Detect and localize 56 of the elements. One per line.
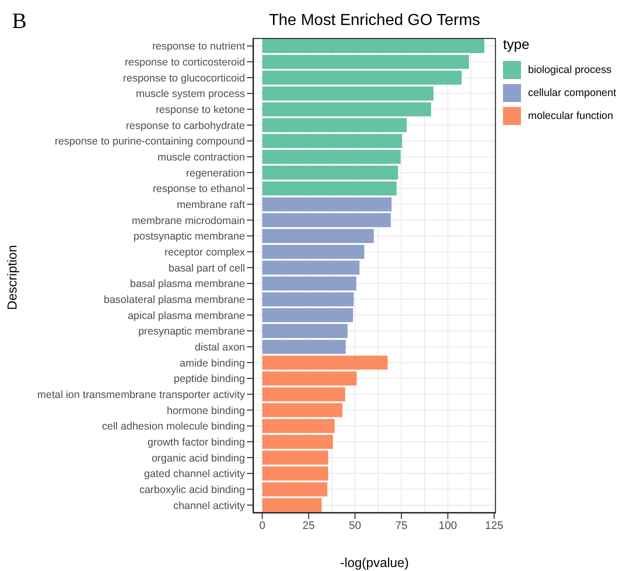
y-tick-label: gated channel activity bbox=[144, 468, 246, 480]
y-tick-label: peptide binding bbox=[174, 373, 246, 386]
legend-label: biological process bbox=[528, 64, 612, 76]
y-tick-label: muscle contraction bbox=[157, 151, 246, 164]
y-tick-label: channel activity bbox=[173, 500, 246, 512]
y-tick-label: metal ion transmembrane transporter activity bbox=[37, 388, 246, 401]
y-tick-label: response to ketone bbox=[156, 104, 246, 116]
y-tick-label: carboxylic acid binding bbox=[139, 484, 246, 496]
x-tick-label: 75 bbox=[395, 520, 408, 532]
bar bbox=[262, 276, 356, 290]
x-tick-label: 50 bbox=[348, 520, 362, 532]
bar bbox=[262, 39, 484, 53]
x-tick-label: 125 bbox=[484, 520, 504, 532]
y-tick-label: response to glucocorticoid bbox=[123, 72, 246, 84]
y-tick-label: response to corticosteroid bbox=[124, 56, 246, 68]
y-tick-label: receptor complex bbox=[164, 246, 246, 258]
y-tick-label: muscle system process bbox=[136, 88, 245, 100]
x-tick-label: 25 bbox=[302, 520, 315, 532]
legend-label: molecular function bbox=[528, 110, 614, 122]
chart-title: The Most Enriched GO Terms bbox=[268, 12, 482, 30]
bar bbox=[262, 372, 357, 386]
y-tick-label: amide binding bbox=[180, 357, 246, 370]
bar bbox=[262, 466, 328, 480]
x-tick-label: 100 bbox=[438, 520, 457, 532]
legend-label: cellular component bbox=[528, 86, 616, 98]
legend-title: type bbox=[503, 36, 530, 52]
y-tick-label: distal axon bbox=[194, 341, 246, 354]
y-tick-label: postsynaptic membrane bbox=[134, 230, 246, 243]
bar bbox=[262, 324, 348, 338]
x-axis-title: -log(pvalue) bbox=[339, 555, 410, 570]
bar bbox=[262, 356, 388, 370]
bar bbox=[262, 86, 434, 100]
bar bbox=[262, 340, 346, 354]
y-tick-label: organic acid binding bbox=[152, 452, 246, 464]
bar bbox=[262, 182, 397, 196]
y-tick-label: growth factor binding bbox=[148, 436, 246, 448]
y-tick-label: regeneration bbox=[186, 167, 246, 180]
y-tick-label: hormone binding bbox=[166, 404, 246, 417]
y-tick-label: response to carbohydrate bbox=[126, 120, 246, 132]
y-tick-label: presynaptic membrane bbox=[138, 326, 246, 338]
y-tick-label: membrane microdomain bbox=[132, 214, 246, 227]
y-tick-label: response to nutrient bbox=[152, 40, 246, 53]
bar bbox=[262, 134, 402, 148]
y-tick-label: basal plasma membrane bbox=[130, 278, 246, 290]
y-tick-label: basal part of cell bbox=[168, 262, 245, 274]
x-tick-label: 0 bbox=[259, 520, 266, 532]
y-tick-label: cell adhesion molecule binding bbox=[102, 420, 246, 433]
y-tick-label: response to purine-containing compound bbox=[54, 136, 246, 148]
y-tick-label: basolateral plasma membrane bbox=[104, 294, 246, 306]
y-tick-label: apical plasma membrane bbox=[128, 310, 246, 322]
bar bbox=[262, 419, 335, 433]
y-tick-label: membrane raft bbox=[176, 198, 246, 211]
text: B bbox=[12, 8, 27, 34]
bar bbox=[262, 229, 374, 243]
y-axis-title: Description bbox=[4, 244, 20, 312]
y-tick-label: response to ethanol bbox=[152, 183, 245, 196]
